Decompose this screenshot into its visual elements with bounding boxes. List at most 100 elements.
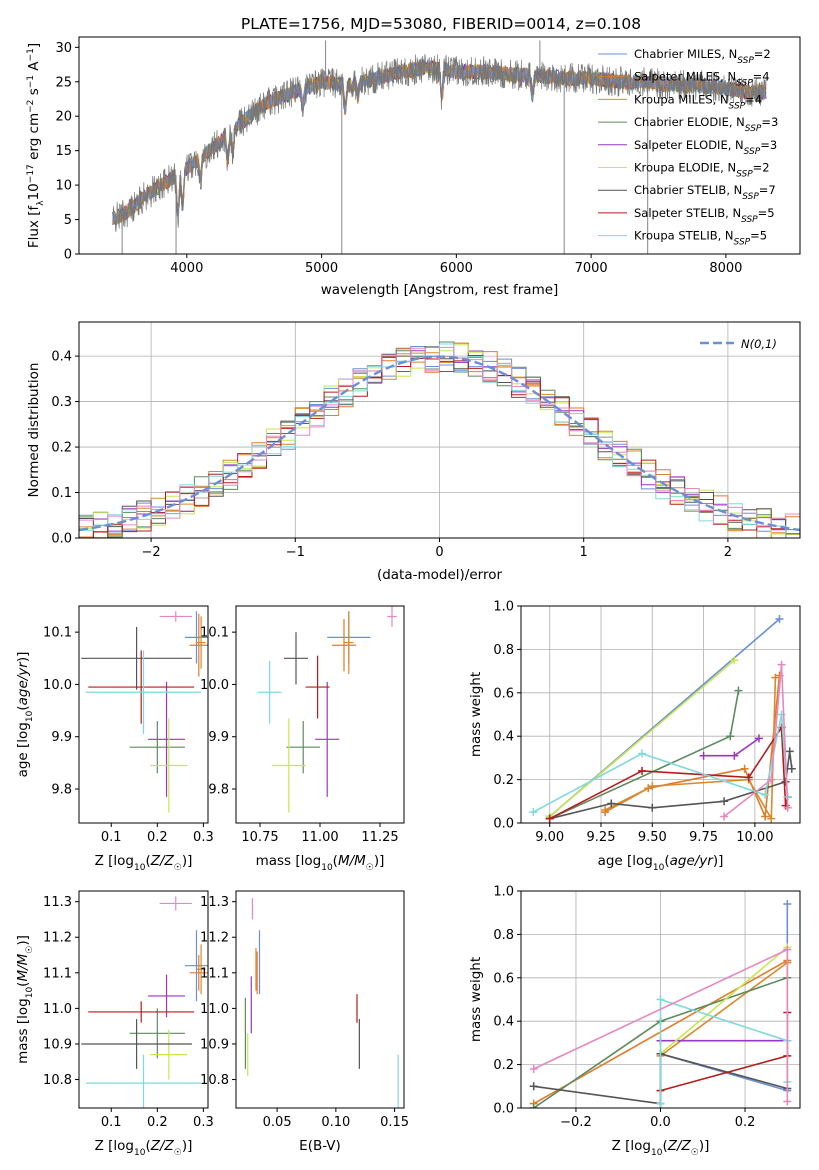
errorbar-point (81, 626, 192, 690)
panel-weight_vs_age: 9.00 9.25 9.50 9.75 10.00 0.0 0.2 0.4 0.6 0.8 1.0 a… (468, 600, 801, 873)
axes-frame (78, 890, 209, 1109)
mass-weight-marker (783, 900, 792, 909)
mass-weight-marker (775, 615, 784, 624)
y-axis-label: mass [log10(M/M☉)] (15, 935, 35, 1064)
panel-residuals: −2 −1 0 1 2 0.0 0.1 0.2 0.3 0.4 N(0,1) (data-model)… (26, 321, 801, 583)
x-axis-label: wavelength [Angstrom, rest frame] (321, 282, 559, 298)
y-tick-label: 11.2 (43, 931, 72, 946)
panel-mass_vs_z: 0.1 0.2 0.3 10.8 10.9 11.0 11.1 11.2 11.3 Z [log1… (15, 890, 214, 1158)
errorbar-point (184, 611, 208, 664)
y-tick-label: 10.9 (200, 1037, 229, 1052)
x-tick-label: 2 (724, 545, 732, 560)
y-tick-label: 10.0 (200, 678, 229, 693)
legend-entry: Chabrier MILES, NSSP=2 (634, 47, 771, 66)
errorbar-point (305, 655, 330, 719)
x-tick-label: 9.25 (587, 830, 616, 845)
errorbar-point (150, 718, 188, 813)
mass-weight-marker (601, 805, 610, 814)
mass-weight-series (660, 961, 788, 1057)
y-axis-label: mass weight (468, 957, 484, 1042)
y-tick-label: 10.1 (43, 626, 72, 641)
panel-weight_vs_z: −0.2 0.0 0.2 0.0 0.2 0.4 0.6 0.8 1.0 Z [log10(Z/Z… (468, 885, 801, 1158)
x-tick-label: 11.25 (361, 830, 398, 845)
axes-frame (78, 605, 209, 824)
y-tick-label: 0.8 (493, 928, 514, 943)
legend-entry: Kroupa MILES, NSSP=4 (634, 92, 762, 111)
mass-weight-marker (783, 803, 792, 812)
x-tick-label: 11.00 (301, 830, 338, 845)
errorbar-point (189, 613, 208, 677)
x-tick-label: 0.2 (147, 830, 168, 845)
axes-frame (235, 605, 405, 824)
errorbar-point (148, 974, 185, 1018)
mass-weight-marker (726, 732, 735, 741)
errorbar-point (88, 650, 195, 724)
panel-mass_vs_ebv: 0.05 0.10 0.15 10.8 10.9 11.0 11.1 11.2 11.3 E(B-… (200, 890, 409, 1154)
x-axis-label: Z [log10(Z/Z☉)] (95, 853, 193, 873)
plot-area-mass_vs_z (81, 896, 208, 1108)
legend-entry: Salpeter STELIB, NSSP=5 (634, 206, 775, 225)
x-tick-label: 0.3 (193, 830, 214, 845)
errorbar-point (85, 1054, 202, 1108)
panel-age_vs_mass: 10.75 11.00 11.25 9.8 9.9 10.0 10.1 mass [log10… (200, 605, 405, 873)
mass-weight-marker (529, 808, 538, 817)
x-tick-label: 0.1 (101, 1115, 122, 1130)
mass-weight-marker (783, 945, 792, 954)
mass-weight-marker (730, 656, 739, 665)
x-tick-label: 6000 (440, 261, 473, 276)
mass-weight-marker (638, 749, 647, 758)
x-tick-label: 0.1 (101, 830, 122, 845)
x-tick-label: 0.15 (380, 1115, 409, 1130)
mass-weight-marker (730, 751, 739, 760)
y-tick-label: 5 (64, 213, 72, 228)
errorbar-point (81, 1019, 192, 1069)
y-tick-label: 10.8 (43, 1073, 72, 1088)
plot-area-weight_vs_age (529, 615, 796, 823)
y-tick-label: 0.6 (493, 971, 514, 986)
y-tick-label: 11.1 (200, 966, 229, 981)
mass-weight-marker (720, 812, 729, 821)
mass-weight-series (723, 664, 789, 818)
y-tick-label: 11.3 (200, 895, 229, 910)
axes-frame (520, 605, 801, 824)
errorbar-point (286, 721, 320, 774)
legend-entry: Kroupa STELIB, NSSP=5 (634, 229, 767, 248)
y-tick-label: 10.8 (200, 1073, 229, 1088)
x-tick-label: 0.0 (650, 1115, 671, 1130)
mass-weight-marker (761, 812, 770, 821)
y-tick-label: 0.0 (493, 1102, 514, 1117)
errorbar-point (148, 681, 185, 797)
errorbar-point (257, 660, 282, 724)
y-tick-label: 0.2 (493, 1058, 514, 1073)
y-tick-label: 10.9 (43, 1037, 72, 1052)
y-tick-label: 0.4 (493, 730, 514, 745)
y-tick-label: 0.0 (51, 532, 72, 547)
mass-weight-marker (761, 790, 770, 799)
mass-weight-series (659, 946, 788, 1055)
y-tick-label: 0.6 (493, 686, 514, 701)
mass-weight-series (660, 1012, 789, 1092)
x-tick-label: 10.75 (241, 830, 278, 845)
mass-weight-marker (638, 766, 647, 775)
y-tick-label: 0.4 (493, 1015, 514, 1030)
x-tick-label: −1 (286, 545, 305, 560)
x-tick-label: 9.00 (535, 830, 564, 845)
y-tick-label: 10 (55, 179, 72, 194)
y-tick-label: 11.0 (43, 1002, 72, 1017)
legend-entry: Kroupa ELODIE, NSSP=2 (634, 161, 770, 180)
spectrum-legend: Chabrier MILES, NSSP=2 Salpeter MILES, NS… (598, 47, 778, 248)
y-tick-label: 10.0 (43, 678, 72, 693)
mass-weight-marker (648, 782, 657, 791)
mass-weight-marker (648, 803, 657, 812)
mass-weight-series (549, 659, 735, 818)
y-tick-label: 10.1 (200, 626, 229, 641)
y-tick-label: 9.8 (51, 783, 72, 798)
legend-entry: Salpeter ELODIE, NSSP=3 (634, 138, 777, 157)
y-tick-label: 0.2 (493, 773, 514, 788)
y-axis-label: Flux [fλ10−17 erg cm−2 s−1 A−1] (26, 43, 46, 248)
x-axis-label: Z [log10(Z/Z☉)] (95, 1138, 193, 1158)
mass-weight-marker (529, 1082, 538, 1091)
x-tick-label: 0.05 (263, 1115, 292, 1130)
errorbar-point (150, 1029, 188, 1080)
